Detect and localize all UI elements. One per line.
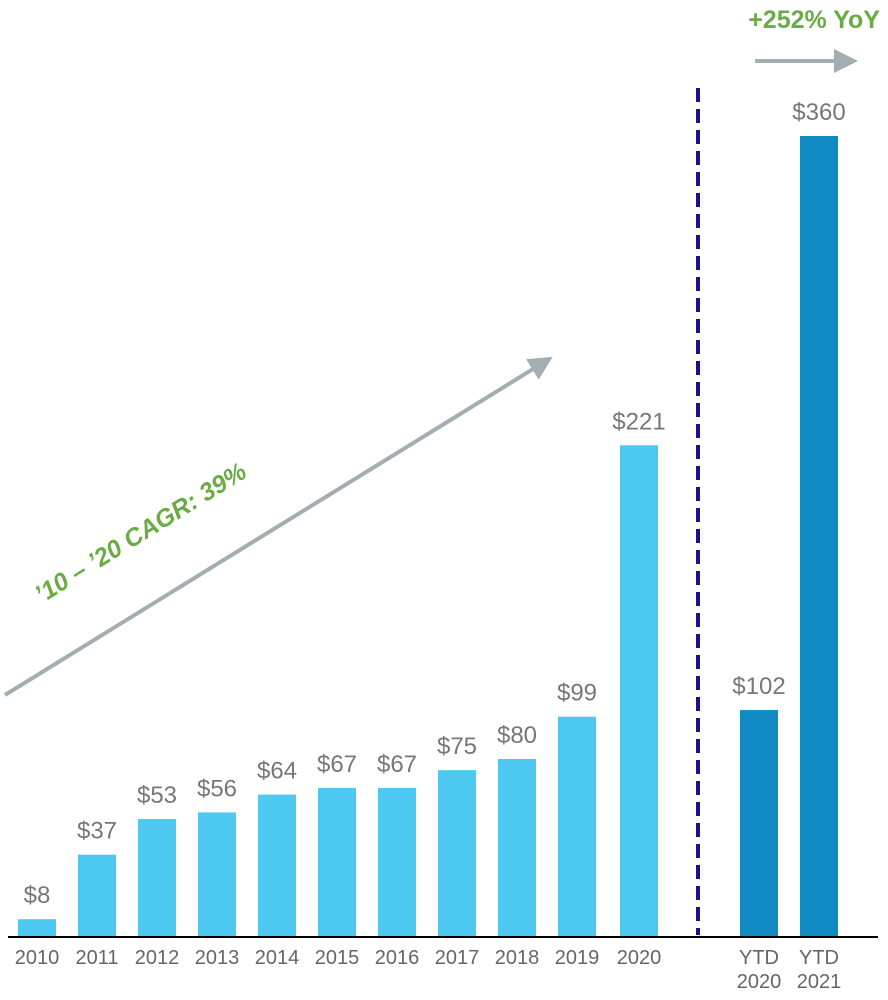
bar-ytd-2021 (800, 136, 838, 937)
x-tick-label: 2017 (435, 947, 480, 969)
cagr-annotation: ’10 – ’20 CAGR: 39% (30, 457, 252, 609)
bar-2016 (378, 787, 416, 937)
x-tick-label: 2011 (75, 947, 118, 969)
x-tick-label: 2010 (15, 947, 60, 969)
data-label: $102 (732, 673, 785, 700)
data-label: $360 (792, 99, 845, 126)
bar-2015 (318, 787, 356, 937)
data-label: $99 (557, 680, 597, 707)
bar-2010 (18, 919, 56, 937)
x-tick-label: 2016 (375, 947, 420, 969)
bar-2011 (78, 854, 116, 937)
cagr-arrow (3, 356, 553, 697)
data-label: $67 (317, 751, 357, 778)
data-label: $56 (197, 775, 237, 802)
data-label: $53 (137, 782, 177, 809)
x-tick-label: 2014 (255, 947, 300, 969)
data-label: $64 (257, 758, 297, 785)
x-tick-label: 2020 (617, 947, 662, 969)
yoy-annotation: +252% YoY (748, 6, 880, 34)
data-label: $221 (612, 408, 665, 435)
x-tick-label: 2018 (495, 947, 540, 969)
data-label: $37 (77, 818, 117, 845)
bar-2017 (438, 770, 476, 937)
x-tick-label: YTD 2021 (797, 947, 842, 993)
bar-2018 (498, 759, 536, 937)
bar-2012 (138, 819, 176, 937)
data-label: $67 (377, 751, 417, 778)
bar-2020 (620, 445, 658, 937)
bar-ytd-2020 (740, 710, 778, 937)
data-label: $8 (24, 882, 51, 909)
bar-2013 (198, 812, 236, 937)
x-tick-label: 2013 (195, 947, 240, 969)
x-tick-label: YTD 2020 (737, 947, 782, 993)
data-label: $80 (497, 722, 537, 749)
bar-2019 (558, 716, 596, 937)
data-label: $75 (437, 733, 477, 760)
bar-2014 (258, 794, 296, 937)
x-tick-label: 2012 (135, 947, 180, 969)
x-tick-label: 2015 (315, 947, 360, 969)
x-tick-label: 2019 (555, 947, 600, 969)
